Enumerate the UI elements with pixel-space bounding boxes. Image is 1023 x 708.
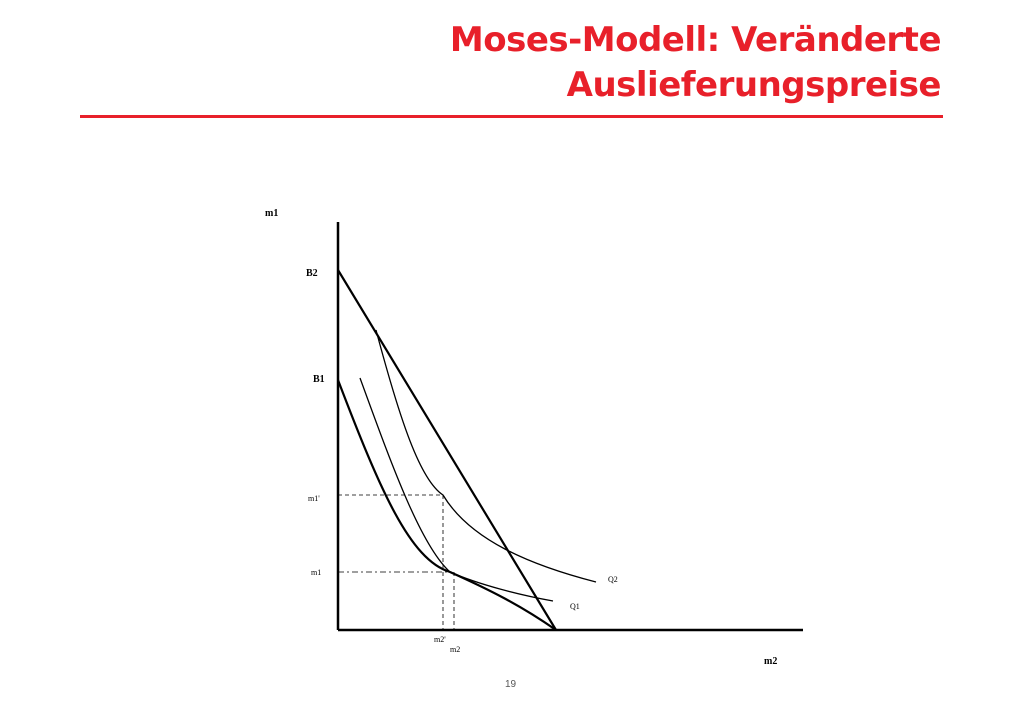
intercept-b1-label: B1: [313, 374, 325, 385]
x-tick-m2-label: m2: [450, 645, 460, 654]
x-axis-label: m2: [764, 656, 777, 667]
page-number: 19: [505, 679, 517, 690]
y-tick-m1-prime-label: m1': [308, 494, 320, 503]
title-underline: [80, 115, 943, 118]
isoquant-q1: [359, 377, 554, 602]
intercept-b2-label: B2: [306, 268, 318, 279]
budget-line-b2: [337, 269, 557, 631]
x-tick-m2-prime-label: m2': [434, 635, 446, 644]
isoquant-q1-label: Q1: [570, 602, 580, 611]
budget-curve-b1: [336, 379, 557, 631]
isoquant-q2-label: Q2: [608, 575, 618, 584]
isoquant-q2: [375, 329, 597, 583]
slide-title-line-2: Auslieferungspreise: [566, 65, 942, 105]
slide-title: Moses-Modell: Veränderte Auslieferungspr…: [449, 18, 942, 108]
y-tick-m1-label: m1: [311, 568, 321, 577]
y-axis-label: m1: [265, 208, 278, 219]
slide-title-line-1: Moses-Modell: Veränderte: [449, 20, 942, 60]
